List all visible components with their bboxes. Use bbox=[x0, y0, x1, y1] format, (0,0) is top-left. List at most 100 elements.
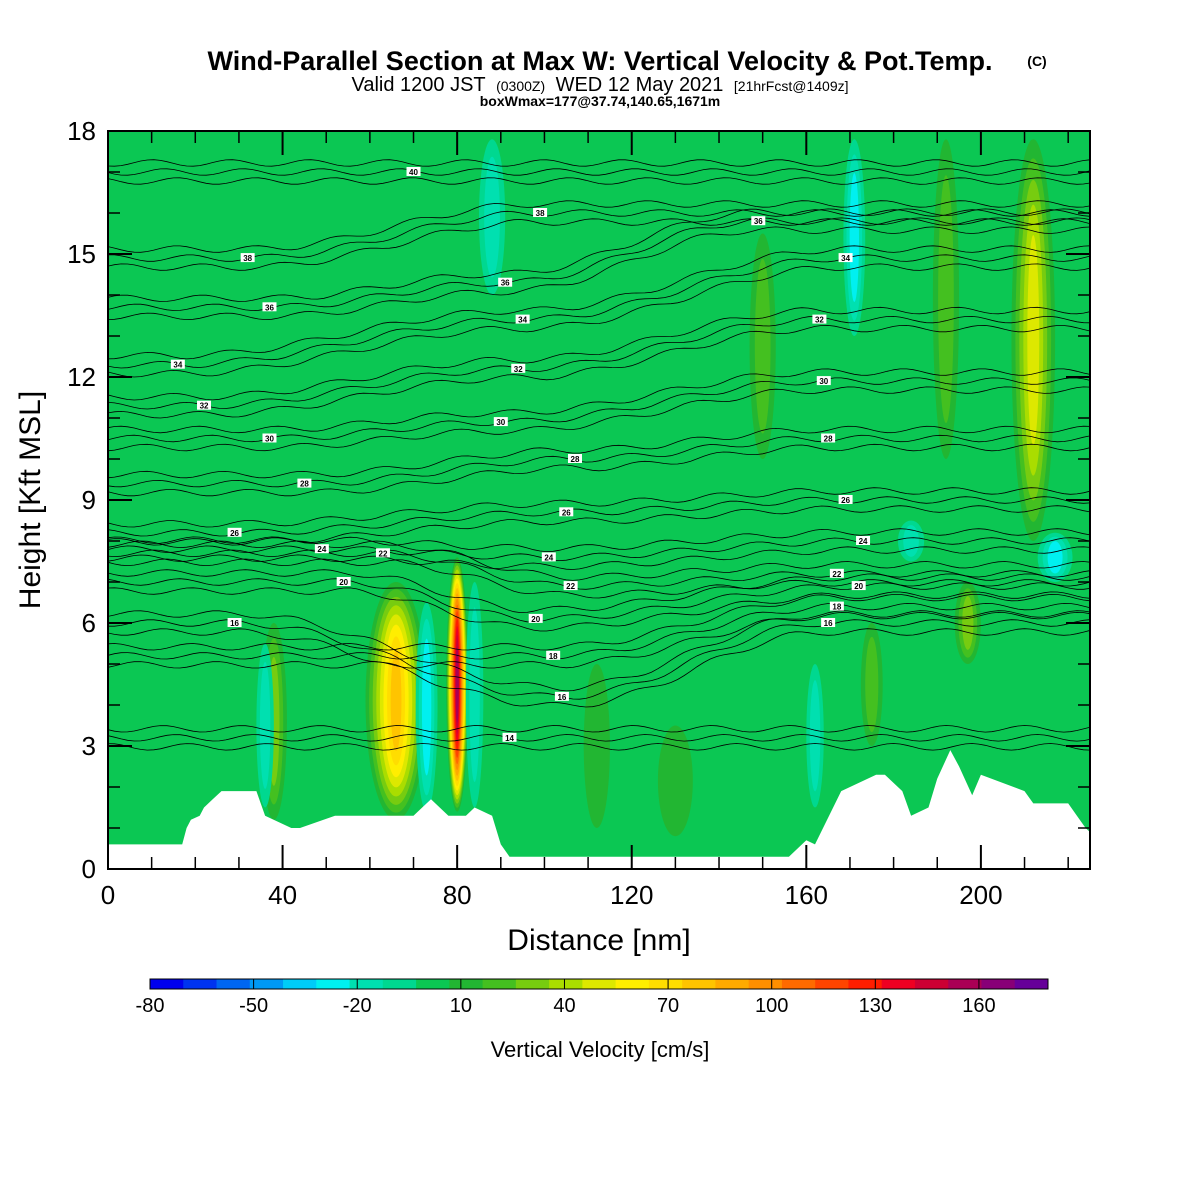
y-tick-label: 12 bbox=[67, 362, 96, 392]
velocity-cell bbox=[860, 623, 883, 746]
contour-label-box bbox=[336, 577, 351, 586]
contour-label: 30 bbox=[262, 433, 277, 444]
contour-label-text: 18 bbox=[549, 652, 558, 661]
contour-label-box bbox=[856, 536, 871, 545]
velocity-band bbox=[1027, 235, 1040, 446]
isentrope-line bbox=[108, 743, 1090, 751]
x-tick-label: 40 bbox=[268, 880, 297, 910]
chart-header: Wind-Parallel Section at Max W: Vertical… bbox=[208, 46, 1047, 109]
contour-label-box bbox=[546, 650, 561, 660]
x-tick-label: 80 bbox=[443, 880, 472, 910]
isentrope-line bbox=[108, 587, 1090, 632]
colorbar-swatch bbox=[549, 979, 583, 989]
contour-label-box bbox=[240, 253, 255, 263]
x-tick-label: 120 bbox=[610, 880, 653, 910]
contour-label-box bbox=[197, 400, 212, 410]
contour-label: 14 bbox=[502, 732, 517, 743]
contour-label-text: 26 bbox=[230, 529, 239, 538]
isentrope-line bbox=[108, 546, 1090, 570]
velocity-band bbox=[657, 725, 693, 837]
isentrope-line bbox=[108, 505, 1090, 546]
colorbar-swatch bbox=[948, 979, 982, 989]
contour-label-box bbox=[829, 568, 844, 578]
contour-label-box bbox=[528, 613, 543, 623]
contour-label-text: 32 bbox=[815, 316, 824, 325]
velocity-cell bbox=[415, 602, 438, 812]
velocity-band bbox=[259, 661, 271, 790]
velocity-band bbox=[754, 258, 771, 434]
contour-label: 24 bbox=[856, 536, 871, 546]
contour-label-text: 22 bbox=[379, 549, 388, 558]
colorbar-swatch bbox=[316, 979, 351, 989]
isentrope-line bbox=[108, 200, 1090, 253]
isentrope-line bbox=[108, 496, 1090, 537]
isentrope-line bbox=[108, 619, 1090, 700]
colorbar-tick-label: 100 bbox=[755, 995, 788, 1017]
isentrope-line bbox=[108, 610, 1090, 692]
contour-labels: 14 16 16 16 18 18 20 20 20 22 22 22 24 24 24 26 26 26 28 28… bbox=[170, 167, 871, 743]
contour-label-box bbox=[851, 581, 866, 591]
isentrope-line bbox=[108, 434, 1090, 488]
contour-label: 34 bbox=[170, 359, 185, 370]
contour-label-box bbox=[170, 359, 185, 369]
velocity-band bbox=[962, 596, 974, 650]
contour-label-box bbox=[406, 167, 421, 176]
isentrope-line bbox=[108, 306, 1090, 401]
contour-label-box bbox=[493, 417, 508, 427]
contour-label: 22 bbox=[829, 568, 844, 579]
contour-label-text: 24 bbox=[544, 553, 553, 562]
box-wmax: boxWmax=177@37.74,140.65,1671m bbox=[480, 93, 721, 109]
contour-label-text: 14 bbox=[505, 734, 514, 743]
velocity-cell bbox=[932, 139, 960, 459]
isentrope-line bbox=[108, 324, 1090, 419]
colorbar-swatch bbox=[482, 979, 517, 989]
contour-label-text: 32 bbox=[200, 402, 209, 411]
contour-label-box bbox=[533, 208, 548, 217]
isentrope-line bbox=[108, 593, 1090, 651]
isentrope-line bbox=[108, 558, 1090, 599]
isentrope-line bbox=[108, 368, 1090, 434]
isentrope-line bbox=[108, 725, 1090, 733]
isentrope-line bbox=[108, 386, 1090, 452]
isentrope-line bbox=[108, 254, 1090, 369]
isentrope-line bbox=[108, 578, 1090, 623]
contour-label-text: 16 bbox=[230, 619, 239, 628]
isentrope-line bbox=[108, 245, 1090, 360]
contour-label-text: 16 bbox=[557, 693, 566, 702]
contour-label-box bbox=[816, 376, 831, 386]
colorbar-tick-label: 40 bbox=[553, 995, 575, 1017]
contour-label: 16 bbox=[821, 618, 836, 628]
contour-label: 24 bbox=[541, 552, 556, 562]
x-axis-title: Distance [nm] bbox=[507, 924, 690, 957]
colorbar-swatch bbox=[382, 979, 417, 989]
isentrope-line bbox=[108, 537, 1090, 562]
colorbar-swatch bbox=[748, 979, 783, 989]
valid-date: WED 12 May 2021 bbox=[556, 74, 724, 96]
y-tick-label: 3 bbox=[82, 731, 96, 761]
velocity-cell bbox=[657, 725, 693, 837]
colorbar: -80 -50 -20 10 40 70 100 130 160 bbox=[136, 978, 1049, 1017]
velocity-cell bbox=[465, 582, 484, 808]
plot-area: 14 16 16 16 18 18 20 20 20 22 22 22 24 24 24 26 26 26 28 28… bbox=[108, 131, 1090, 869]
colorbar-swatch bbox=[648, 979, 683, 989]
colorbar-tick-label: 130 bbox=[859, 995, 892, 1017]
contour-label-text: 30 bbox=[819, 377, 828, 386]
colorbar-swatch bbox=[881, 979, 916, 989]
velocity-cell bbox=[256, 643, 274, 808]
contour-label-text: 20 bbox=[339, 578, 348, 587]
colorbar-swatch bbox=[781, 979, 816, 989]
contour-label-text: 34 bbox=[841, 254, 850, 263]
contour-label-text: 38 bbox=[536, 209, 545, 218]
colorbar-swatch bbox=[416, 979, 450, 989]
velocity-cell bbox=[843, 139, 866, 336]
contour-label: 28 bbox=[297, 478, 312, 489]
contour-label-box bbox=[821, 618, 836, 627]
contour-label: 34 bbox=[515, 314, 530, 325]
x-axis: 0 40 80 120 160 200 bbox=[101, 131, 1069, 910]
isentrope-line bbox=[108, 734, 1090, 742]
contour-label-box bbox=[554, 691, 569, 701]
velocity-band bbox=[849, 173, 859, 303]
isentrope-line bbox=[108, 528, 1090, 553]
isentrope-line bbox=[108, 611, 1090, 669]
